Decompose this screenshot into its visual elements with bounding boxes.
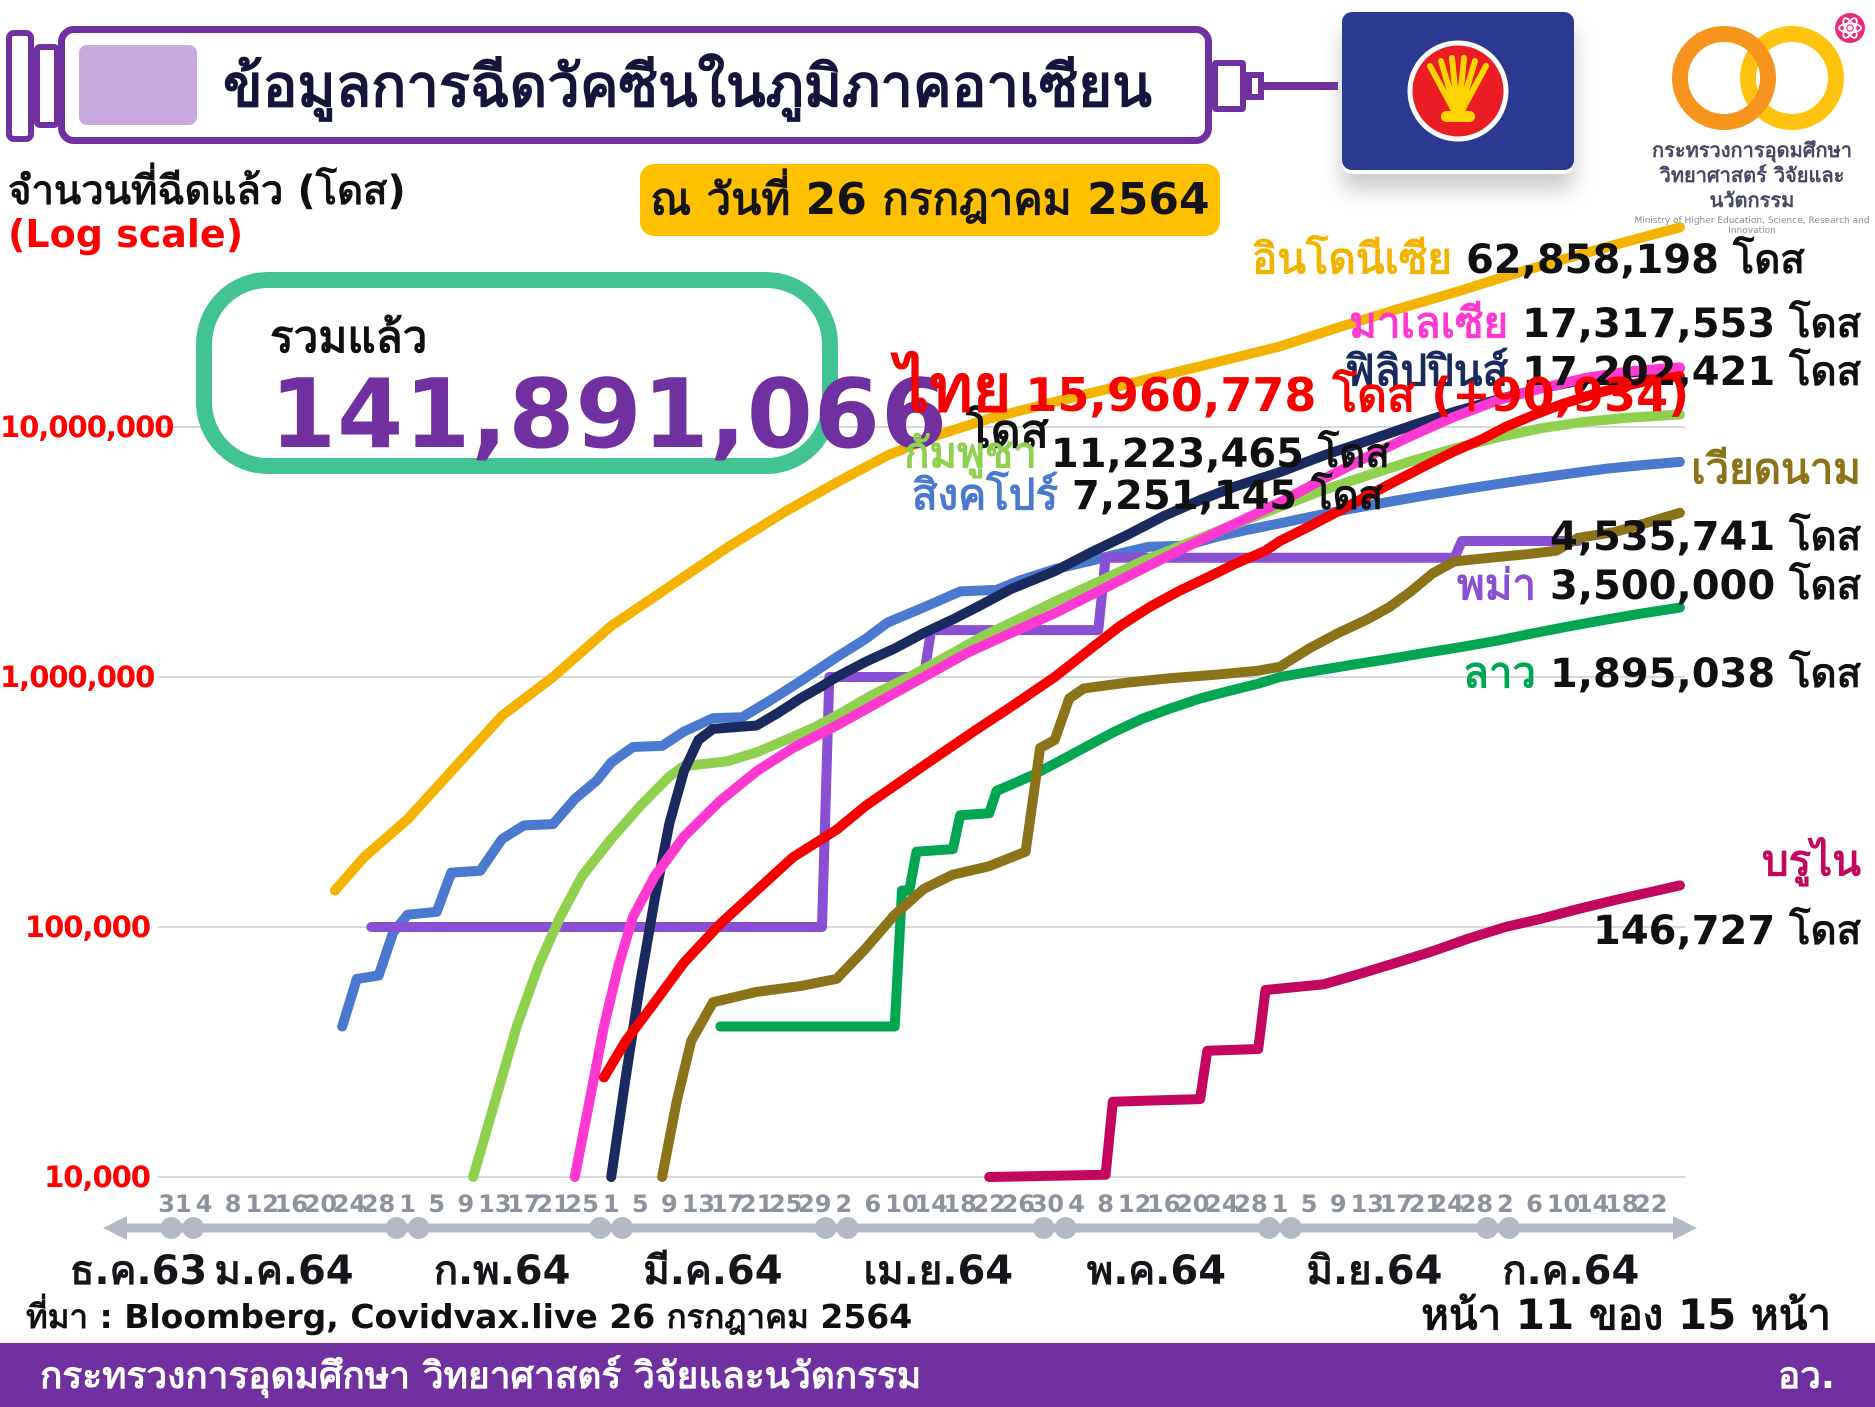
x-axis-arrow-left-icon xyxy=(103,1216,127,1240)
country-name: ไทย xyxy=(896,350,1012,427)
country-value: 4,535,741 โดส xyxy=(1549,514,1861,560)
ministry-line2: วิทยาศาสตร์ วิจัยและนวัตกรรม xyxy=(1659,163,1845,212)
country-value: 146,727 โดส xyxy=(1593,908,1861,954)
page-title: ข้อมูลการฉีดวัคซีนในภูมิภาคอาเซียน xyxy=(223,51,1152,120)
country-name: กัมพูชา xyxy=(904,428,1037,477)
axis-dot-icon xyxy=(182,1217,205,1239)
country-name: บรูไน xyxy=(1761,836,1861,885)
axis-dot-icon xyxy=(407,1217,430,1239)
axis-dot-icon xyxy=(1258,1217,1281,1239)
ministry-line3: Ministry of Higher Education, Science, R… xyxy=(1634,216,1870,236)
country-name: ฟิลิปปินส์ xyxy=(1345,346,1509,395)
footer-ministry-abbr: อว. xyxy=(1777,1353,1835,1397)
country-label-myanmar: พม่า 3,500,000 โดส xyxy=(1457,552,1861,618)
axis-dot-icon xyxy=(836,1217,859,1239)
total-doses-badge: รวมแล้ว 141,891,066 โดส xyxy=(196,272,1049,474)
syringe-plunger-rod-icon xyxy=(34,44,60,128)
series-singapore xyxy=(337,456,1685,1032)
country-name: มาเลเซีย xyxy=(1349,298,1509,347)
y-tick-10000: 10,000 xyxy=(44,1160,151,1194)
country-label-malaysia: มาเลเซีย 17,317,553 โดส xyxy=(1349,290,1861,356)
axis-dot-icon xyxy=(1280,1217,1303,1239)
axis-dot-icon xyxy=(611,1217,634,1239)
date-badge: ณ วันที่ 26 กรกฎาคม 2564 xyxy=(640,164,1220,236)
title-banner: ข้อมูลการฉีดวัคซีนในภูมิภาคอาเซียน xyxy=(58,26,1212,144)
axis-dot-icon xyxy=(385,1217,408,1239)
x-axis-arrow-right-icon xyxy=(1673,1216,1697,1240)
ministry-logo-icon xyxy=(1642,6,1875,142)
axis-dot-icon xyxy=(160,1217,183,1239)
country-value: 11,223,465 โดส xyxy=(1050,431,1390,477)
y-tick-10000000: 10,000,000 xyxy=(0,410,174,444)
page-indicator: หน้า 11 ของ 15 หน้า xyxy=(1421,1290,1831,1339)
axis-dot-icon xyxy=(1476,1217,1499,1239)
series-vietnam xyxy=(657,507,1685,1182)
country-label-vietnam: เวียดนาม 4,535,741 โดส xyxy=(1550,436,1861,568)
ministry-line1: กระทรวงการอุดมศึกษา xyxy=(1652,138,1852,162)
country-label-cambodia: กัมพูชา 11,223,465 โดส xyxy=(904,420,1390,486)
axis-dot-icon xyxy=(814,1217,837,1239)
asean-flag-icon xyxy=(1342,12,1574,174)
syringe-hub-icon xyxy=(1212,60,1246,112)
total-row: 141,891,066 โดส xyxy=(270,360,1049,470)
country-name: สิงคโปร์ xyxy=(912,470,1059,519)
syringe-nub-icon xyxy=(1246,72,1264,100)
syringe-plunger-flange-icon xyxy=(6,30,34,142)
total-value: 141,891,066 xyxy=(270,360,949,470)
asean-flag-emblem xyxy=(1342,12,1574,170)
axis-dot-icon xyxy=(1498,1217,1521,1239)
country-value: 7,251,145 โดส xyxy=(1072,473,1384,519)
country-value: 17,202,421 โดส xyxy=(1522,349,1861,395)
series-laos xyxy=(715,602,1685,1032)
series-malaysia xyxy=(569,362,1685,1182)
source-citation: ที่มา : Bloomberg, Covidvax.live 26 กรกฎ… xyxy=(26,1297,913,1336)
axis-dot-icon xyxy=(1054,1217,1077,1239)
country-name: พม่า xyxy=(1457,560,1536,609)
series-philippines xyxy=(606,363,1685,1182)
atom-icon xyxy=(1835,13,1865,43)
total-label: รวมแล้ว xyxy=(270,312,428,363)
country-label-laos: ลาว 1,895,038 โดส xyxy=(1463,640,1861,706)
syringe-liquid-icon xyxy=(79,45,197,125)
country-label-brunei: บรูไน 146,727 โดส xyxy=(1593,828,1861,962)
country-name: อินโดนีเซีย xyxy=(1252,234,1452,283)
y-axis-log-note: (Log scale) xyxy=(8,212,244,256)
total-unit: โดส xyxy=(966,404,1049,458)
ministry-name-block: กระทรวงการอุดมศึกษา วิทยาศาสตร์ วิจัยและ… xyxy=(1626,138,1875,236)
axis-dot-icon xyxy=(589,1217,612,1239)
footer-ministry-name: กระทรวงการอุดมศึกษา วิทยาศาสตร์ วิจัยและ… xyxy=(40,1353,922,1397)
footer-bar: กระทรวงการอุดมศึกษา วิทยาศาสตร์ วิจัยและ… xyxy=(0,1343,1875,1407)
y-axis-title: จำนวนที่ฉีดแล้ว (โดส) xyxy=(8,168,406,214)
country-name: ลาว xyxy=(1463,648,1536,697)
series-cambodia xyxy=(468,409,1685,1182)
axis-dot-icon xyxy=(1032,1217,1055,1239)
syringe-needle-icon xyxy=(1264,82,1338,90)
country-name: เวียดนาม xyxy=(1691,444,1861,493)
country-label-thailand: ไทย 15,960,778 โดส (+90,934) xyxy=(896,336,1689,441)
country-label-philippines: ฟิลิปปินส์ 17,202,421 โดส xyxy=(1345,338,1861,404)
country-value: 62,858,198 โดส xyxy=(1465,237,1805,283)
y-tick-1000000: 1,000,000 xyxy=(0,660,155,694)
country-value: 15,960,778 โดส (+90,934) xyxy=(1025,368,1690,422)
country-label-singapore: สิงคโปร์ 7,251,145 โดส xyxy=(912,462,1383,528)
series-brunei xyxy=(984,880,1685,1182)
country-value: 17,317,553 โดส xyxy=(1522,301,1861,347)
country-value: 3,500,000 โดส xyxy=(1549,563,1861,609)
series-thailand xyxy=(598,371,1685,1083)
country-value: 1,895,038 โดส xyxy=(1549,651,1861,697)
series-indonesia xyxy=(329,222,1685,896)
y-tick-100000: 100,000 xyxy=(24,910,151,944)
country-label-indonesia: อินโดนีเซีย 62,858,198 โดส xyxy=(1252,226,1805,292)
